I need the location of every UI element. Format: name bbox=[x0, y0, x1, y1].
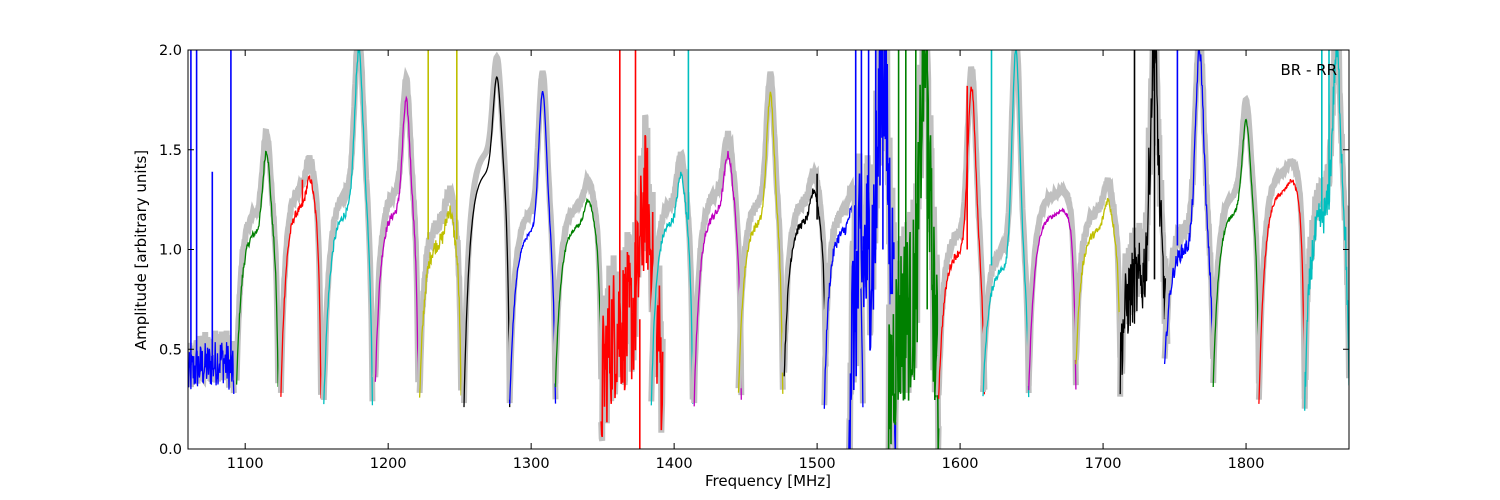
series-band-6 bbox=[463, 75, 511, 408]
series-band-16 bbox=[887, 50, 940, 449]
background-band-4 bbox=[372, 66, 422, 383]
background-band-22 bbox=[1161, 50, 1217, 360]
series-band-17 bbox=[937, 86, 986, 399]
background-band-24 bbox=[1255, 158, 1308, 400]
background-band-1 bbox=[233, 127, 282, 384]
background-band-10 bbox=[648, 148, 696, 402]
background-band-20 bbox=[1072, 177, 1124, 361]
background-band-25 bbox=[1301, 50, 1349, 409]
series-band-11 bbox=[693, 150, 742, 407]
y-axis: 0.0 0.5 1.0 1.5 2.0 bbox=[159, 43, 1349, 458]
series-band-13 bbox=[783, 188, 827, 377]
y-tick-label: 0.0 bbox=[159, 442, 182, 458]
x-tick-label: 1600 bbox=[942, 456, 979, 472]
x-tick-label: 1700 bbox=[1085, 456, 1122, 472]
background-band-12 bbox=[735, 71, 786, 390]
background-band-6 bbox=[461, 51, 513, 404]
plot-area bbox=[188, 50, 1349, 449]
y-tick-label: 0.5 bbox=[159, 342, 182, 358]
y-tick-label: 2.0 bbox=[159, 43, 182, 59]
series-band-3 bbox=[323, 50, 374, 406]
series-band-23 bbox=[1212, 118, 1260, 388]
series-band-8 bbox=[554, 197, 602, 388]
series-band-9 bbox=[600, 134, 664, 438]
series-band-7 bbox=[509, 90, 557, 405]
series-band-10 bbox=[650, 171, 694, 406]
series-band-1 bbox=[235, 150, 279, 387]
y-tick-label: 1.0 bbox=[159, 243, 182, 259]
x-tick-label: 1400 bbox=[656, 456, 693, 472]
x-tick-label: 1500 bbox=[799, 456, 836, 472]
y-tick-label: 1.5 bbox=[159, 143, 182, 159]
x-axis: 1100 1200 1300 1400 1500 1600 1700 1800 bbox=[227, 50, 1265, 472]
series-band-20 bbox=[1075, 197, 1121, 365]
background-band-23 bbox=[1210, 94, 1262, 384]
series-band-12 bbox=[737, 91, 784, 394]
background-band-7 bbox=[506, 70, 559, 400]
series-band-18 bbox=[982, 50, 1030, 398]
background-band-17 bbox=[935, 66, 988, 396]
x-axis-label: Frequency [MHz] bbox=[705, 472, 831, 490]
background-band-13 bbox=[781, 161, 829, 373]
background-band-3 bbox=[320, 50, 376, 402]
series-band-21 bbox=[1119, 50, 1169, 395]
series-band-15 bbox=[848, 50, 897, 449]
background-band-2 bbox=[277, 155, 324, 395]
x-tick-label: 1800 bbox=[1228, 456, 1265, 472]
series-band-5 bbox=[418, 205, 462, 398]
background-band-11 bbox=[691, 130, 745, 404]
background-band-5 bbox=[416, 182, 465, 394]
series-band-19 bbox=[1028, 207, 1077, 391]
series-band-2 bbox=[280, 175, 322, 399]
series-band-0 bbox=[188, 342, 235, 395]
series-band-22 bbox=[1163, 50, 1214, 365]
x-tick-label: 1300 bbox=[513, 456, 550, 472]
background-band-19 bbox=[1025, 180, 1079, 387]
series-band-4 bbox=[374, 95, 419, 387]
x-tick-label: 1100 bbox=[227, 456, 264, 472]
y-axis-label: Amplitude [arbitrary units] bbox=[132, 150, 150, 350]
series-band-24 bbox=[1258, 178, 1306, 404]
series-band-25 bbox=[1304, 50, 1349, 411]
background-band-8 bbox=[552, 169, 605, 384]
chart-annotation: BR - RR bbox=[1280, 61, 1337, 79]
x-tick-label: 1200 bbox=[370, 456, 407, 472]
